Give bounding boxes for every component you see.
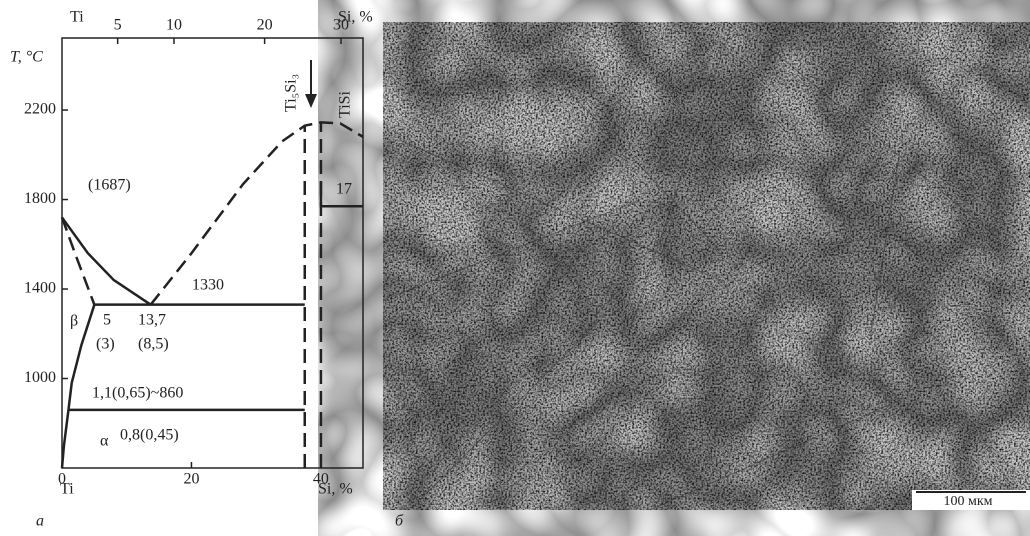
plot-frame xyxy=(61,37,364,469)
annotation: Ti₅Si₃ xyxy=(283,74,300,112)
phase-line xyxy=(60,217,96,306)
annotation: α xyxy=(100,433,109,450)
top-axis-label: Ti xyxy=(70,9,84,26)
micrograph: 100 мкм xyxy=(382,22,1030,511)
bottom-axis-label: Ti xyxy=(60,481,74,498)
bottom-axis-label: Si, % xyxy=(318,481,353,498)
top-axis-label: Si, % xyxy=(338,9,373,26)
y-axis-label: T, °C xyxy=(10,49,43,66)
scale-bar-box xyxy=(912,490,1030,510)
annotation: β xyxy=(70,313,78,330)
annotation: 5 xyxy=(103,312,111,329)
phase-line xyxy=(149,121,364,306)
y-tick-label: 1000 xyxy=(24,369,56,386)
scale-bar-label: 100 мкм xyxy=(943,494,992,509)
top-tick-label: 30 xyxy=(333,17,349,34)
micrograph-grain xyxy=(383,22,1030,510)
annotation: 1,1(0,65)~860 xyxy=(92,385,183,402)
annotation: 17 xyxy=(336,181,352,198)
annotation: TiSi xyxy=(337,90,354,118)
y-tick-label: 1800 xyxy=(24,190,56,207)
panel-label: а xyxy=(36,513,44,530)
top-tick-label: 5 xyxy=(114,17,122,34)
top-tick-label: 10 xyxy=(166,17,182,34)
x-tick-label: 40 xyxy=(313,471,329,488)
x-tick-label: 0 xyxy=(58,471,66,488)
scratches xyxy=(382,29,1001,511)
annotation: (1687) xyxy=(88,177,131,194)
panel-label: б xyxy=(395,513,404,530)
phase-line xyxy=(60,304,96,469)
annotation: (8,5) xyxy=(138,336,169,353)
annotation: (3) xyxy=(96,336,115,353)
top-tick-label: 20 xyxy=(257,17,273,34)
annotation: 0,8(0,45) xyxy=(120,427,179,444)
annotation: 1330 xyxy=(192,277,224,294)
phase-line xyxy=(60,216,152,306)
phase-line xyxy=(319,181,363,208)
annotation: 13,7 xyxy=(138,312,166,329)
x-tick-label: 20 xyxy=(183,471,199,488)
y-tick-label: 2200 xyxy=(24,101,56,118)
y-tick-label: 1400 xyxy=(24,280,56,297)
arrow-head xyxy=(305,94,317,108)
